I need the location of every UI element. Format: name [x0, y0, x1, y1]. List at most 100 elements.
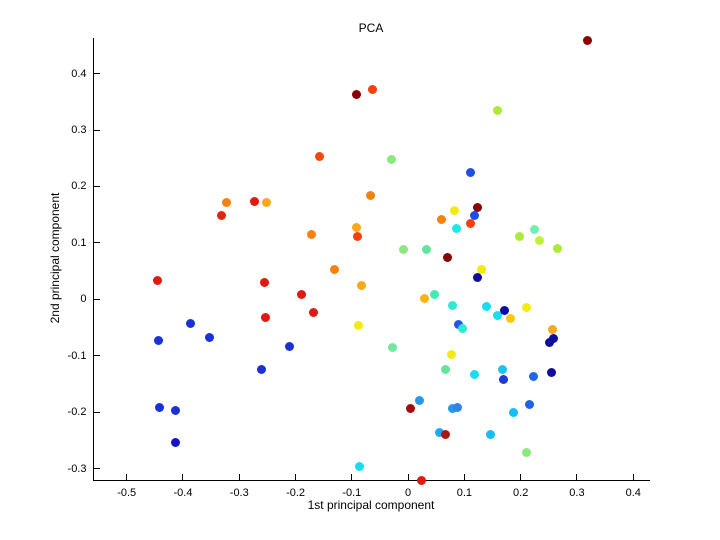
scatter-point — [388, 343, 398, 353]
scatter-point — [525, 399, 535, 409]
scatter-point — [353, 321, 363, 331]
scatter-point — [493, 310, 503, 320]
scatter-point — [472, 202, 482, 212]
y-tick-label: 0.1 — [71, 236, 87, 249]
scatter-point — [481, 301, 491, 311]
scatter-point — [352, 232, 362, 242]
scatter-point — [499, 305, 509, 315]
x-tick-label: -0.3 — [229, 487, 249, 499]
scatter-point — [351, 89, 361, 99]
x-tick-label: -0.2 — [286, 487, 306, 499]
scatter-point — [216, 211, 226, 221]
scatter-point — [297, 289, 307, 299]
scatter-point — [450, 206, 460, 216]
x-axis-line — [93, 480, 650, 481]
scatter-point — [386, 155, 396, 165]
scatter-point — [453, 402, 463, 412]
scatter-point — [466, 218, 476, 228]
y-tick — [94, 355, 100, 357]
scatter-point — [447, 403, 457, 413]
scatter-point — [522, 448, 532, 458]
scatter-point — [368, 84, 378, 94]
x-tick — [182, 474, 184, 480]
scatter-point — [260, 278, 270, 288]
scatter-point — [406, 403, 416, 413]
scatter-point — [329, 264, 339, 274]
x-tick-label: 0.1 — [456, 487, 473, 499]
scatter-point — [452, 223, 462, 233]
scatter-point — [493, 106, 503, 116]
scatter-point — [470, 210, 480, 220]
scatter-point — [436, 214, 446, 224]
x-tick-label: 0.3 — [569, 487, 585, 499]
x-axis-label: 1st principal component — [307, 498, 435, 512]
scatter-point — [352, 222, 362, 232]
y-tick — [94, 298, 100, 300]
scatter-point — [506, 314, 516, 324]
x-tick — [463, 474, 465, 480]
scatter-point — [429, 290, 439, 300]
x-tick — [295, 474, 297, 480]
x-tick-label: -0.4 — [173, 487, 193, 499]
scatter-point — [204, 333, 214, 343]
y-axis-line — [93, 38, 94, 481]
y-tick — [94, 185, 100, 187]
scatter-point — [262, 197, 272, 207]
scatter-point — [171, 438, 181, 448]
scatter-point — [508, 407, 518, 417]
x-tick-label: 0.2 — [513, 487, 529, 499]
y-tick-label: 0.3 — [71, 124, 87, 136]
scatter-point — [307, 229, 317, 239]
scatter-point — [366, 190, 376, 200]
scatter-point — [419, 293, 429, 303]
scatter-point — [154, 403, 164, 413]
scatter-point — [154, 336, 164, 346]
scatter-point — [547, 368, 557, 378]
scatter-point — [549, 333, 559, 343]
y-tick-label: -0.3 — [67, 462, 87, 475]
scatter-point — [528, 372, 538, 382]
y-tick — [94, 468, 100, 470]
scatter-point — [446, 350, 456, 360]
y-tick-label: 0.4 — [71, 67, 87, 80]
scatter-point — [222, 198, 232, 208]
y-tick-label: 0 — [80, 293, 87, 306]
scatter-point — [421, 244, 431, 254]
scatter-point — [284, 342, 294, 352]
scatter-point — [399, 244, 409, 254]
scatter-point — [486, 429, 496, 439]
x-tick — [632, 474, 634, 480]
scatter-point — [354, 461, 364, 471]
scatter-point — [435, 428, 445, 438]
scatter-point — [440, 364, 450, 374]
scatter-point — [515, 231, 525, 241]
y-tick — [94, 73, 100, 75]
scatter-point — [457, 323, 467, 333]
chart-title: PCA — [358, 21, 384, 35]
x-tick — [407, 474, 409, 480]
y-tick — [94, 129, 100, 131]
scatter-point — [314, 152, 324, 162]
scatter-point — [534, 236, 544, 246]
scatter-point — [548, 324, 558, 334]
scatter-point — [441, 429, 451, 439]
scatter-point — [529, 224, 539, 234]
scatter-point — [170, 405, 180, 415]
x-tick-label: 0 — [405, 487, 412, 499]
x-tick — [351, 474, 353, 480]
scatter-point — [544, 338, 554, 348]
scatter-point — [443, 253, 452, 263]
x-tick — [126, 474, 128, 480]
scatter-point — [309, 308, 319, 318]
y-tick — [94, 411, 100, 413]
scatter-point — [552, 244, 562, 254]
scatter-point — [153, 276, 163, 286]
y-tick-label: 0.2 — [71, 180, 87, 193]
scatter-point — [521, 303, 531, 313]
scatter-point — [356, 280, 366, 290]
scatter-point — [257, 365, 267, 375]
x-tick-label: -0.5 — [117, 487, 137, 499]
scatter-point — [466, 168, 476, 178]
x-tick-label: 0.4 — [625, 487, 641, 499]
